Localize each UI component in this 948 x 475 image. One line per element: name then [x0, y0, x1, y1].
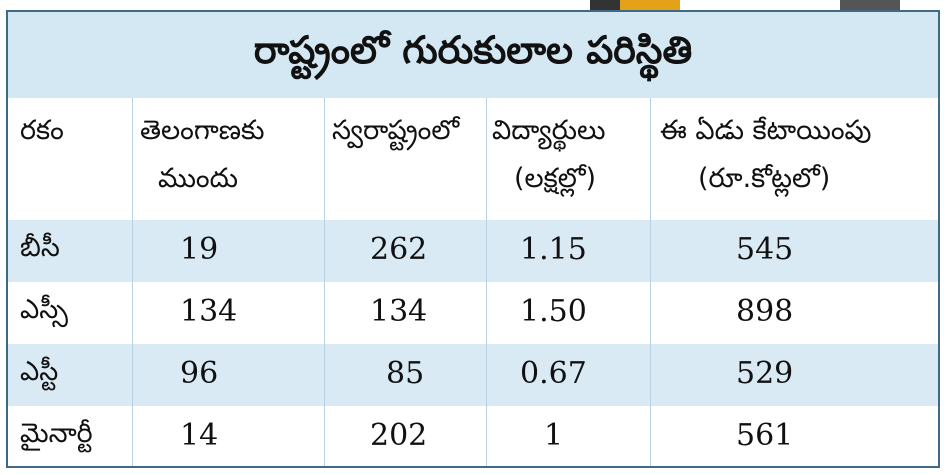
cell-now: 202: [370, 418, 428, 453]
header-allocation-line1: ఈ ఏడు కేటాయింపు: [660, 115, 872, 146]
column-divider: [650, 98, 651, 466]
cell-before: 96: [180, 356, 219, 391]
table-row: బీసీ 19 262 1.15 545: [8, 220, 938, 282]
header-students-line2: (లక్షల్లో): [514, 163, 597, 194]
cell-before: 19: [180, 232, 219, 267]
header-before-telangana-line2: ముందు: [158, 163, 239, 194]
header-row: రకం తెలంగాణకు ముందు స్వరాష్ట్రంలో విద్యా…: [8, 98, 938, 220]
cell-now: 134: [370, 294, 428, 329]
cell-students: 1: [544, 418, 564, 453]
cell-type: బీసీ: [20, 232, 60, 263]
cell-type: ఎస్సీ: [20, 294, 68, 325]
column-divider: [132, 98, 133, 466]
gurukul-status-table: రాష్ట్రంలో గురుకులాల పరిస్థితి రకం తెలంగ…: [6, 10, 940, 468]
cell-students: 1.15: [520, 232, 587, 267]
table-row: ఎస్టీ 96 85 0.67 529: [8, 344, 938, 406]
cell-students: 0.67: [520, 356, 587, 391]
cell-now: 85: [386, 356, 425, 391]
cell-before: 134: [180, 294, 238, 329]
cell-allocation: 898: [736, 294, 794, 329]
header-type: రకం: [20, 115, 64, 146]
top-decoration-dark: [590, 0, 620, 10]
table-row: ఎస్సీ 134 134 1.50 898: [8, 282, 938, 344]
cell-allocation: 561: [736, 418, 794, 453]
cell-now: 262: [370, 232, 428, 267]
cell-allocation: 529: [736, 356, 794, 391]
column-divider: [486, 98, 487, 466]
header-allocation-line2: (రూ.కోట్లలో): [698, 163, 831, 194]
header-in-state: స్వరాష్ట్రంలో: [332, 115, 460, 146]
cell-allocation: 545: [736, 232, 794, 267]
cell-before: 14: [180, 418, 219, 453]
header-before-telangana-line1: తెలంగాణకు: [140, 115, 265, 146]
cell-type: మైనార్టీ: [20, 418, 93, 449]
cell-type: ఎస్టీ: [20, 356, 59, 387]
header-students-line1: విద్యార్థులు: [492, 115, 606, 146]
top-decoration-gray: [840, 0, 900, 10]
table-title: రాష్ట్రంలో గురుకులాల పరిస్థితి: [8, 12, 938, 98]
column-divider: [324, 98, 325, 466]
top-decoration-orange: [620, 0, 680, 10]
table-row: మైనార్టీ 14 202 1 561: [8, 406, 938, 466]
cell-students: 1.50: [520, 294, 587, 329]
